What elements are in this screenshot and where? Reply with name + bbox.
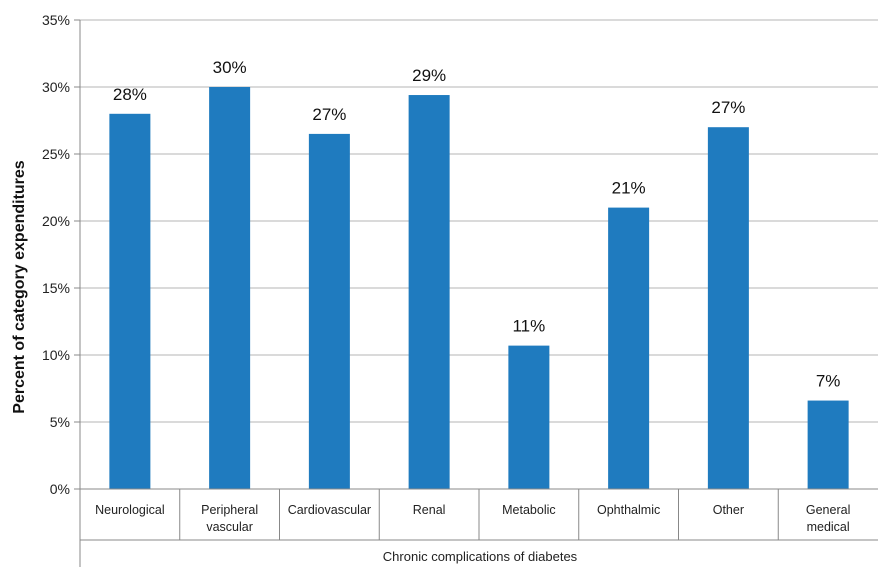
y-tick-label: 5% <box>50 414 70 430</box>
y-tick-label: 15% <box>42 280 70 296</box>
x-tick-label: Peripheral <box>201 503 258 517</box>
bars <box>109 87 849 490</box>
x-tick-label: Ophthalmic <box>597 503 660 517</box>
bar <box>707 127 749 489</box>
x-tick-label: Metabolic <box>502 503 556 517</box>
data-label: 7% <box>816 372 841 391</box>
y-tick-label: 35% <box>42 12 70 28</box>
x-axis-title: Chronic complications of diabetes <box>383 549 578 564</box>
data-label: 28% <box>113 85 147 104</box>
y-tick-label: 0% <box>50 481 70 497</box>
data-labels: 28% 30% 27% 29% 11% 21% 27% 7% <box>113 58 841 391</box>
y-axis-title: Percent of category expenditures <box>11 160 28 414</box>
bar <box>109 113 151 490</box>
y-tick-label: 25% <box>42 146 70 162</box>
y-tick-label: 30% <box>42 79 70 95</box>
y-tick-labels: 0% 5% 10% 15% 20% 25% 30% 35% <box>42 12 70 497</box>
bar <box>209 87 251 489</box>
x-tick-label: vascular <box>206 520 253 534</box>
x-tick-label: Renal <box>413 503 446 517</box>
bar <box>807 400 849 489</box>
bar <box>608 207 650 489</box>
gridlines <box>74 19 878 490</box>
axes <box>79 20 878 567</box>
y-tick-label: 20% <box>42 213 70 229</box>
category-labels: Neurological Peripheral vascular Cardiovasc… <box>95 503 850 534</box>
bar <box>508 345 550 489</box>
data-label: 29% <box>412 66 446 85</box>
bar <box>308 133 350 489</box>
x-tick-label: medical <box>807 520 850 534</box>
x-tick-label: Other <box>713 503 744 517</box>
x-tick-label: General <box>806 503 850 517</box>
bar <box>408 95 450 489</box>
data-label: 30% <box>213 58 247 77</box>
data-label: 21% <box>612 179 646 198</box>
y-tick-label: 10% <box>42 347 70 363</box>
data-label: 27% <box>711 98 745 117</box>
data-label: 27% <box>312 105 346 124</box>
x-tick-label: Cardiovascular <box>288 503 371 517</box>
data-label: 11% <box>512 317 545 336</box>
x-tick-label: Neurological <box>95 503 164 517</box>
